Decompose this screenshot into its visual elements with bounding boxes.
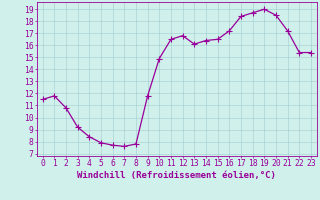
X-axis label: Windchill (Refroidissement éolien,°C): Windchill (Refroidissement éolien,°C) [77, 171, 276, 180]
